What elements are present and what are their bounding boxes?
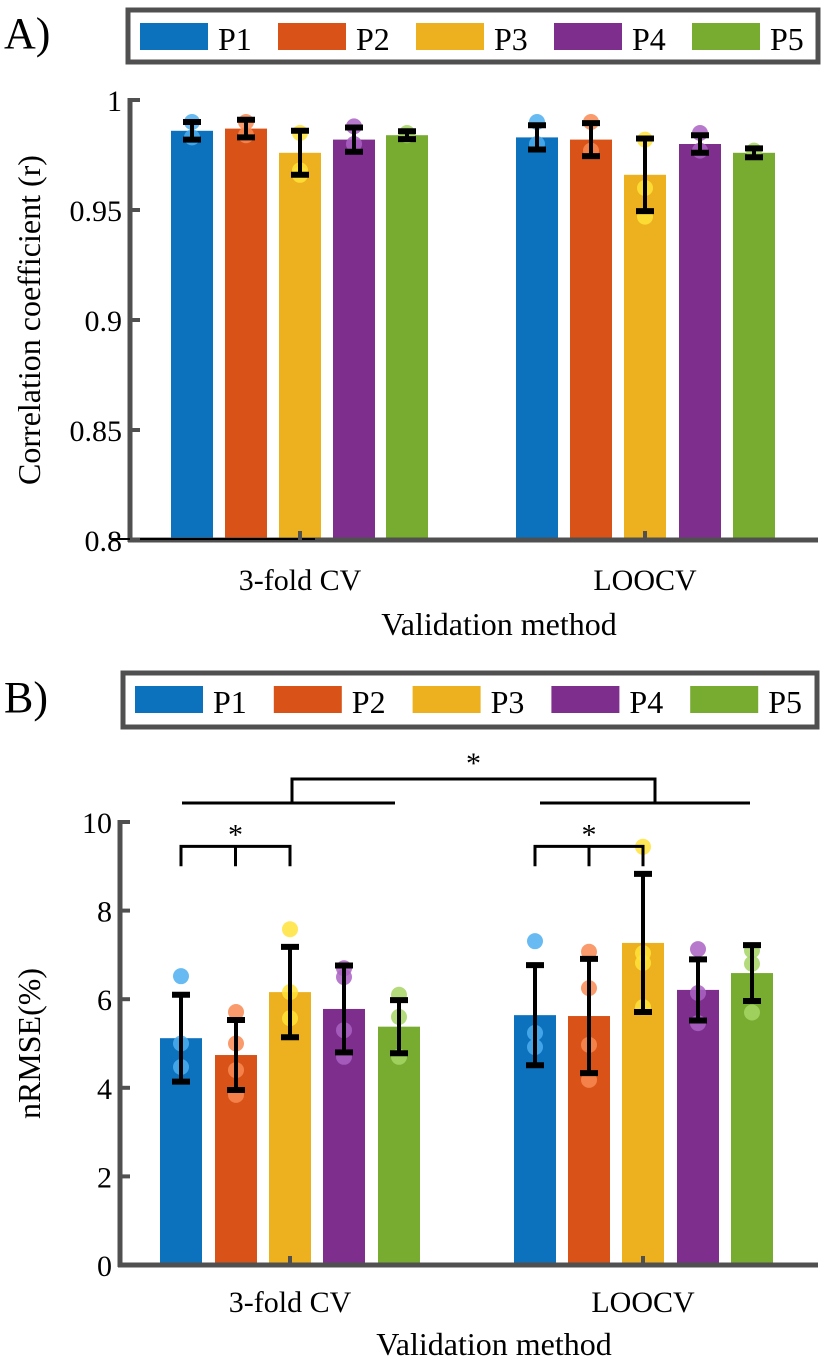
bar-p4: [677, 989, 719, 1265]
legend: P1 P2 P3 P4 P5: [125, 7, 821, 65]
legend-label: P3: [494, 21, 528, 57]
x-tick-label: LOOCV: [593, 564, 697, 597]
legend-swatch-p5: [690, 686, 759, 713]
legend-label: P5: [768, 684, 802, 720]
error-bar: [172, 991, 190, 1085]
error-bar: [691, 132, 709, 156]
y-tick-label: 2: [97, 1161, 112, 1194]
error-bar: [398, 128, 416, 143]
y-tick-label: 0.9: [85, 305, 123, 338]
error-bar: [528, 122, 546, 153]
error-bar: [237, 116, 255, 141]
error-bar: [745, 145, 763, 161]
bar-p4: [679, 144, 721, 540]
data-point: [581, 943, 597, 960]
error-bar: [526, 962, 544, 1069]
bar-p5: [386, 135, 428, 540]
x-axis-label: Validation method: [376, 1326, 612, 1362]
error-bar: [183, 119, 201, 143]
bar-p5: [731, 973, 773, 1265]
bar-p1: [516, 137, 558, 540]
y-tick-label: 8: [97, 896, 112, 929]
error-bar: [636, 135, 654, 215]
legend-swatch-p4: [554, 23, 622, 50]
legend-label: P2: [356, 21, 390, 57]
y-tick-label: 4: [97, 1073, 112, 1106]
data-point: [744, 1004, 760, 1021]
x-tick-label: 3-fold CV: [229, 1286, 352, 1319]
chart-panel-a: A) P1 P2 P3 P4 P5 0.8 0.85 0.9 0.95 1 3-fold CV LOOC…: [4, 7, 821, 642]
legend-label: P1: [213, 684, 247, 720]
y-tick-label: 0: [97, 1250, 112, 1283]
legend-swatch-p2: [273, 686, 342, 713]
bar-p2: [570, 139, 612, 540]
x-tick-label: LOOCV: [591, 1286, 695, 1319]
legend-swatch-p1: [135, 686, 203, 713]
significance-brackets: [179, 777, 750, 867]
error-bar: [634, 870, 652, 1016]
x-axis-label: Validation method: [381, 606, 617, 642]
legend-swatch-p3: [416, 23, 484, 50]
bar-p3: [624, 174, 666, 541]
data-point: [228, 1004, 244, 1021]
panel-label: A): [4, 9, 50, 58]
legend-label: P4: [632, 21, 666, 57]
significance-star: *: [228, 818, 243, 851]
y-tick-label: 0.95: [70, 195, 123, 228]
x-tick-label: 3-fold CV: [239, 564, 362, 597]
y-tick-label: 10: [82, 807, 112, 840]
bar-p2: [225, 128, 267, 540]
bar-p4: [333, 139, 375, 540]
bracket: [533, 844, 645, 867]
bar-p1: [171, 130, 213, 541]
legend-swatch-p1: [140, 23, 208, 50]
error-bar: [227, 1017, 245, 1094]
legend: P1 P2 P3 P4 P5: [120, 670, 820, 730]
error-bar: [743, 942, 761, 1004]
error-bar: [689, 956, 707, 1024]
y-axis-label: nRMSE(%): [11, 968, 47, 1119]
bar-p5: [378, 1026, 420, 1265]
error-bar: [335, 962, 353, 1056]
legend-label: P3: [491, 684, 525, 720]
y-tick-label: 1: [107, 85, 122, 118]
y-axis-label: Correlation coefficient (r): [11, 155, 47, 485]
chart-panel-b: B) P1 P2 P3 P4 P5 0 2 4 6 8 10 3-fold CV LOOCV Validat…: [4, 670, 820, 1362]
error-bar: [291, 127, 309, 178]
error-bar: [345, 124, 363, 155]
bracket-between-methods: [182, 777, 750, 805]
y-tick-label: 0.8: [85, 525, 123, 558]
legend-label: P5: [770, 21, 804, 57]
y-tick-label: 6: [97, 984, 112, 1017]
legend-swatch-p4: [551, 686, 620, 713]
error-bar: [281, 943, 299, 1041]
significance-star: *: [466, 747, 481, 780]
panel-label: B): [4, 673, 48, 722]
error-bar: [580, 955, 598, 1077]
data-point: [173, 968, 189, 985]
data-point: [282, 921, 298, 938]
y-tick-label: 0.85: [70, 415, 123, 448]
legend-label: P2: [352, 684, 386, 720]
legend-swatch-p5: [692, 23, 760, 50]
bar-p5: [733, 152, 775, 541]
error-bar: [582, 120, 600, 160]
legend-swatch-p2: [278, 23, 346, 50]
legend-label: P4: [629, 684, 663, 720]
bar-p3: [279, 152, 321, 541]
data-point: [690, 941, 706, 958]
bracket: [179, 844, 292, 867]
significance-star: *: [582, 818, 597, 851]
error-bar: [390, 997, 408, 1057]
data-point: [527, 933, 543, 950]
legend-label: P1: [218, 21, 252, 57]
legend-swatch-p3: [412, 686, 481, 713]
